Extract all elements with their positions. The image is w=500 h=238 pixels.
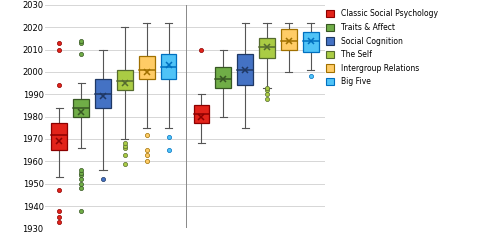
Bar <box>303 32 318 52</box>
Bar <box>216 67 231 88</box>
Bar <box>52 123 67 150</box>
Legend: Classic Social Psychology, Traits & Affect, Social Cognition, The Self, Intergro: Classic Social Psychology, Traits & Affe… <box>326 9 438 87</box>
Bar <box>238 54 253 85</box>
Bar <box>117 70 132 90</box>
Bar <box>160 54 176 79</box>
Bar <box>139 56 154 79</box>
Bar <box>259 38 275 59</box>
Bar <box>95 79 111 108</box>
Bar <box>194 105 210 123</box>
Bar <box>73 99 89 117</box>
Bar <box>281 29 297 50</box>
